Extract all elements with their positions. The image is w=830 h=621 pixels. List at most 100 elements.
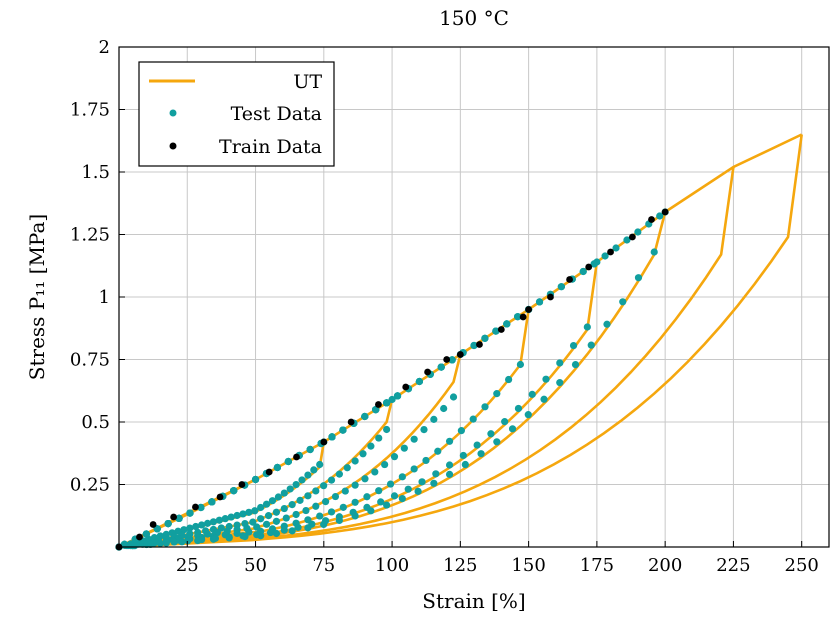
test-data-point: [316, 512, 324, 520]
test-data-point: [197, 503, 205, 512]
test-data-point: [184, 537, 192, 545]
test-data-point: [306, 445, 314, 454]
test-data-point: [623, 236, 631, 244]
test-data-point: [272, 517, 281, 525]
test-data-point: [274, 493, 282, 501]
test-data-point: [257, 515, 265, 523]
test-data-point: [390, 492, 399, 500]
test-data-point: [514, 404, 523, 413]
test-data-point: [587, 341, 595, 349]
test-data-point: [393, 392, 402, 400]
train-data-point: [628, 233, 636, 241]
train-data-point: [456, 351, 464, 358]
test-data-point: [302, 506, 310, 515]
test-data-point: [194, 536, 202, 545]
x-tick-label: 175: [580, 555, 614, 576]
train-data-point: [648, 216, 655, 223]
test-data-point: [516, 360, 525, 369]
y-tick-label: 1.25: [70, 225, 110, 246]
test-data-point: [383, 399, 391, 407]
test-data-point: [656, 212, 664, 220]
y-tick-label: 0.75: [70, 350, 110, 371]
test-data-point: [386, 480, 395, 488]
test-data-point: [131, 542, 139, 550]
train-data-point: [192, 503, 199, 511]
test-data-point: [583, 323, 591, 331]
test-data-point: [331, 492, 340, 501]
test-data-point: [493, 438, 501, 446]
test-data-point: [233, 511, 241, 520]
test-data-point: [434, 447, 442, 455]
test-data-point: [312, 502, 320, 510]
test-data-point: [383, 425, 391, 434]
test-data-point: [343, 464, 351, 472]
test-data-point: [203, 530, 212, 538]
test-data-point: [162, 539, 170, 547]
test-data-point: [410, 435, 418, 443]
y-tick-label: 1.5: [81, 162, 110, 183]
train-data-point: [443, 356, 451, 363]
test-data-point: [304, 492, 312, 500]
legend-ut-label: UT: [293, 71, 322, 93]
test-data-point: [375, 487, 383, 495]
x-tick-label: 250: [785, 555, 819, 576]
legend-train-label: Train Data: [219, 136, 322, 158]
test-data-point: [579, 267, 587, 276]
legend-test-swatch: [169, 109, 177, 117]
test-data-point: [400, 444, 408, 452]
test-data-point: [198, 521, 206, 529]
train-data-point: [525, 306, 533, 313]
test-data-point: [203, 519, 212, 527]
train-data-point: [585, 263, 593, 271]
test-data-point: [120, 540, 129, 549]
x-tick-label: 25: [176, 555, 199, 576]
test-data-point: [493, 390, 501, 398]
legend-test-label: Test Data: [231, 103, 322, 125]
train-data-point: [661, 208, 669, 216]
test-data-point: [341, 487, 349, 495]
test-data-point: [445, 437, 454, 445]
test-data-point: [304, 471, 312, 479]
test-data-point: [540, 395, 548, 403]
test-data-point: [320, 520, 328, 529]
test-data-point: [249, 518, 257, 526]
test-data-point: [280, 526, 288, 534]
test-data-point: [375, 434, 383, 442]
test-data-point: [251, 475, 260, 484]
train-data-point: [293, 453, 300, 461]
train-data-series: [115, 208, 669, 551]
test-data-point: [257, 503, 265, 512]
train-data-point: [519, 313, 527, 321]
train-data-point: [607, 248, 614, 256]
train-data-point: [265, 468, 273, 476]
test-data-point: [470, 341, 478, 350]
test-data-point: [524, 411, 532, 419]
y-axis-ticks: 0.25 0.5 0.75 1 1.25 1.5 1.75 2: [70, 37, 125, 496]
test-data-point: [501, 418, 509, 426]
test-data-point: [264, 512, 273, 520]
train-data-point: [566, 276, 573, 283]
x-tick-label: 150: [511, 555, 545, 576]
x-tick-label: 125: [443, 555, 477, 576]
test-data-point: [569, 341, 578, 350]
test-data-point: [273, 463, 281, 472]
test-data-point: [556, 359, 564, 367]
test-data-point: [634, 274, 643, 282]
test-data-point: [310, 466, 318, 474]
test-data-point: [457, 427, 465, 435]
test-data-point: [619, 298, 627, 306]
test-data-point: [257, 532, 265, 540]
x-tick-label: 75: [312, 555, 335, 576]
test-data-point: [432, 470, 440, 478]
test-data-point: [508, 425, 517, 433]
test-data-point: [612, 244, 620, 252]
test-data-point: [233, 529, 241, 538]
test-data-point: [284, 457, 292, 466]
test-data-point: [327, 508, 336, 516]
test-data-point: [272, 529, 281, 538]
train-data-point: [424, 368, 431, 376]
test-data-point: [268, 497, 277, 505]
test-data-point: [556, 379, 564, 387]
test-data-point: [282, 514, 290, 522]
